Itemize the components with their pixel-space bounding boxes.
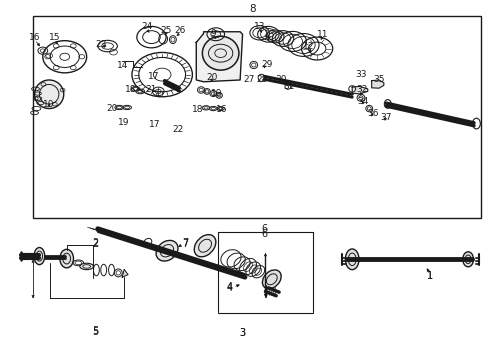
Text: 1: 1 (427, 271, 433, 282)
Ellipse shape (156, 240, 178, 261)
Text: 9: 9 (211, 29, 216, 38)
Polygon shape (196, 32, 243, 82)
Text: 3: 3 (240, 328, 245, 338)
Ellipse shape (60, 249, 74, 268)
Text: 14: 14 (117, 61, 128, 70)
Text: 16: 16 (216, 105, 227, 114)
Ellipse shape (34, 248, 45, 265)
Text: 11: 11 (317, 30, 329, 39)
Text: 2: 2 (92, 238, 98, 248)
Text: 13: 13 (264, 30, 275, 39)
Text: 17: 17 (149, 120, 161, 129)
Text: 20: 20 (206, 73, 218, 82)
Text: 10: 10 (44, 100, 55, 109)
Text: 17: 17 (148, 72, 160, 81)
Ellipse shape (34, 80, 64, 109)
Ellipse shape (202, 36, 239, 70)
Text: 32: 32 (356, 85, 368, 94)
Text: 22: 22 (172, 126, 184, 135)
Text: 5: 5 (92, 327, 98, 337)
Text: 5: 5 (92, 326, 98, 336)
Text: 29: 29 (261, 60, 272, 69)
Polygon shape (122, 269, 128, 277)
Ellipse shape (263, 270, 281, 289)
Text: 18: 18 (125, 85, 136, 94)
Text: 3: 3 (240, 328, 245, 338)
Text: 15: 15 (49, 33, 61, 42)
Ellipse shape (345, 249, 359, 270)
Text: 26: 26 (174, 26, 185, 35)
Text: 4: 4 (226, 283, 232, 293)
Text: 6: 6 (262, 229, 268, 239)
Text: 7: 7 (182, 239, 189, 249)
Text: 27: 27 (243, 75, 255, 84)
Text: 12: 12 (303, 41, 314, 50)
Text: 13: 13 (254, 22, 266, 31)
Text: 35: 35 (373, 75, 385, 84)
Text: 16: 16 (29, 33, 40, 42)
Text: 23: 23 (96, 40, 107, 49)
Text: 33: 33 (355, 70, 367, 79)
Text: 8: 8 (249, 4, 256, 14)
Polygon shape (352, 86, 368, 94)
Ellipse shape (194, 235, 216, 257)
Text: 18: 18 (192, 105, 203, 114)
Text: 36: 36 (367, 109, 378, 118)
Text: 6: 6 (262, 224, 268, 234)
Text: 19: 19 (119, 118, 130, 127)
Ellipse shape (463, 252, 473, 267)
Text: 19: 19 (211, 89, 222, 98)
Text: 24: 24 (141, 22, 152, 31)
Text: 25: 25 (160, 26, 172, 35)
Text: 7: 7 (182, 238, 189, 248)
Text: 30: 30 (275, 76, 287, 85)
Text: 2: 2 (92, 239, 98, 249)
Ellipse shape (80, 263, 94, 270)
Text: 31: 31 (283, 82, 294, 91)
Text: 34: 34 (358, 97, 369, 106)
Text: 21: 21 (146, 85, 157, 94)
Text: 1: 1 (427, 271, 433, 282)
Bar (33, 16, 481, 217)
Text: 37: 37 (381, 113, 392, 122)
Text: 4: 4 (226, 282, 232, 292)
Polygon shape (372, 80, 384, 88)
Text: 28: 28 (256, 75, 267, 84)
Text: 20: 20 (107, 104, 118, 113)
